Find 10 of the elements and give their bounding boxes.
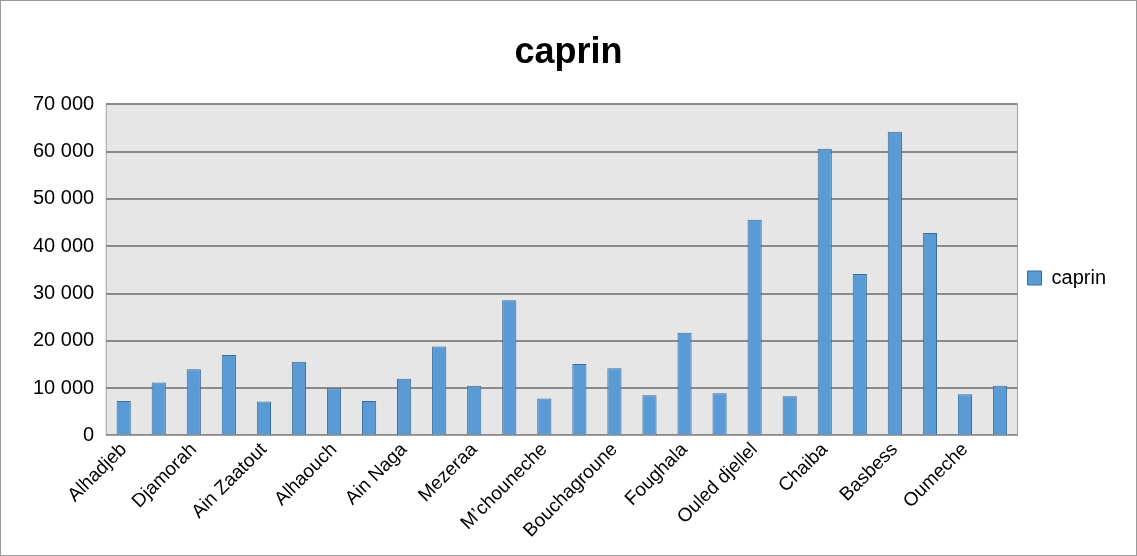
legend-label: caprin bbox=[1051, 265, 1107, 288]
y-tick-label: 10 000 bbox=[33, 375, 95, 398]
y-tick-label: 50 000 bbox=[33, 186, 95, 209]
chart-title: caprin bbox=[514, 29, 623, 71]
y-tick-label: 20 000 bbox=[33, 328, 95, 351]
y-tick-label: 40 000 bbox=[33, 233, 95, 256]
y-tick-label: 60 000 bbox=[33, 139, 95, 162]
y-tick-label: 30 000 bbox=[33, 281, 95, 304]
y-tick-label: 70 000 bbox=[33, 91, 95, 114]
y-tick-label: 0 bbox=[83, 422, 95, 445]
